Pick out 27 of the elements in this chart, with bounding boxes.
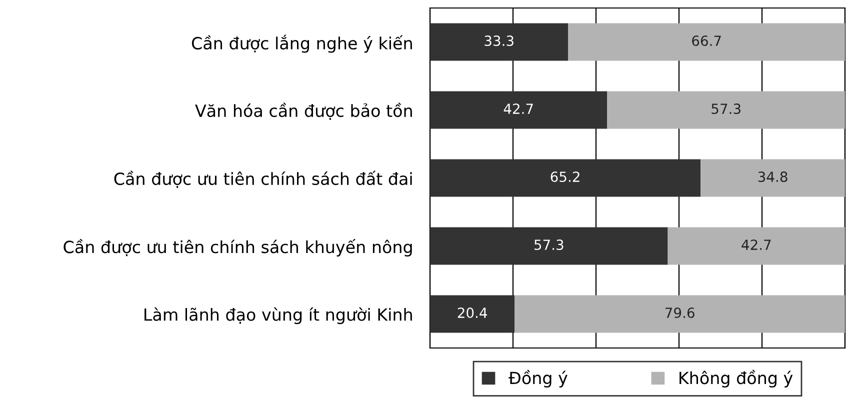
bar bbox=[568, 23, 845, 61]
y-tick-label: Cần được ưu tiên chính sách khuyến nông bbox=[64, 238, 412, 257]
bar bbox=[430, 295, 515, 333]
bar bbox=[700, 159, 845, 197]
bar bbox=[430, 227, 668, 265]
bar bbox=[607, 91, 845, 129]
data-label: 20.4 bbox=[458, 308, 488, 318]
y-tick-label: Văn hóa cần được bảo tồn bbox=[195, 102, 412, 120]
y-tick-label: Cần được lắng nghe ý kiến bbox=[192, 34, 412, 53]
legend-label: Không đồng ý bbox=[680, 370, 793, 388]
data-label: 42.7 bbox=[504, 104, 533, 114]
bar bbox=[430, 23, 568, 61]
data-label: 66.7 bbox=[692, 36, 721, 46]
data-label: 34.8 bbox=[758, 172, 788, 182]
legend-label: Đồng ý bbox=[508, 370, 568, 388]
bar bbox=[668, 227, 845, 265]
bar bbox=[430, 159, 701, 197]
data-label: 79.6 bbox=[666, 308, 694, 318]
data-label: 42.7 bbox=[742, 240, 771, 250]
y-tick-label: Cần được ưu tiên chính sách đất đai bbox=[114, 170, 412, 188]
data-label: 65.2 bbox=[550, 172, 580, 182]
bar bbox=[430, 91, 608, 129]
data-label: 57.3 bbox=[534, 240, 564, 250]
y-tick-label: Làm lãnh đạo vùng ít người Kinh bbox=[144, 307, 412, 324]
data-label: 33.3 bbox=[484, 36, 514, 46]
data-label: 57.3 bbox=[712, 104, 740, 114]
bar bbox=[514, 295, 845, 333]
